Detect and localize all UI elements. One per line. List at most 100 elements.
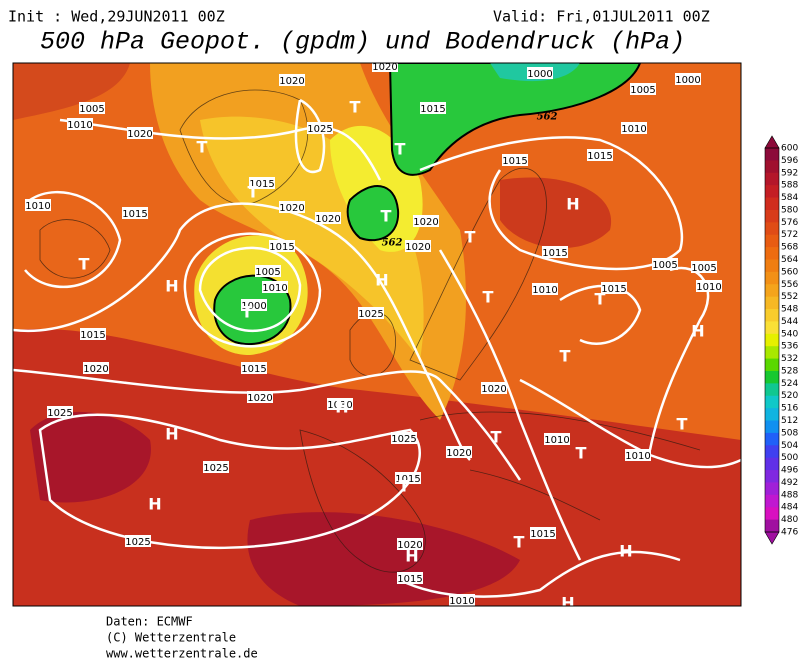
isobar-label: 1025 [47, 408, 72, 419]
isobar-label: 1010 [621, 124, 646, 135]
pressure-center: T [197, 138, 208, 157]
pressure-center: H [375, 271, 388, 290]
color-scale-segment [765, 185, 779, 199]
color-scale-label: 480 [781, 515, 798, 525]
isobar-label: 1020 [127, 129, 152, 140]
color-scale-label: 484 [781, 503, 798, 513]
pressure-center: H [165, 277, 178, 296]
pressure-center: H [619, 542, 632, 561]
isobar-label: 1015 [122, 209, 147, 220]
pressure-center: H [566, 195, 579, 214]
color-scale-label: 564 [781, 255, 798, 265]
color-scale-segment [765, 408, 779, 422]
isobar-label-box [125, 535, 151, 547]
isobar-label-box [279, 74, 305, 86]
color-scale-arrow [764, 531, 780, 545]
color-scale-segment [765, 321, 779, 335]
pressure-center: H [165, 425, 178, 444]
isobar-label: 1025 [307, 124, 332, 135]
color-scale-segment [765, 370, 779, 384]
color-scale-frame [764, 147, 780, 533]
isobar-label-box [241, 362, 267, 374]
isobar-label: 1015 [395, 474, 420, 485]
isobar-label-box [358, 307, 384, 319]
map-title: 500 hPa Geopot. (gpdm) und Bodendruck (h… [40, 28, 685, 57]
color-scale-segment [765, 296, 779, 310]
isobar-label: 1000 [241, 301, 266, 312]
color-scale-label: 520 [781, 391, 798, 401]
pressure-center: T [79, 255, 90, 274]
field-region [30, 411, 151, 503]
isobar-label: 1005 [691, 263, 716, 274]
isobar-label: 1010 [696, 282, 721, 293]
isobar-label: 1015 [269, 242, 294, 253]
isobar-label-box [269, 240, 295, 252]
isobar-label-box [327, 398, 353, 410]
isobar-label: 1020 [405, 242, 430, 253]
isobar-label-box [249, 177, 275, 189]
valid-time: Valid: Fri,01JUL2011 00Z [493, 8, 710, 26]
field-region [500, 177, 612, 249]
pressure-center: T [465, 228, 476, 247]
color-scale-segment [765, 482, 779, 496]
isobar-label: 1020 [372, 62, 397, 73]
color-scale-label: 488 [781, 490, 798, 500]
isobar-label-box [83, 362, 109, 374]
color-scale-label: 508 [781, 428, 798, 438]
color-scale-label: 492 [781, 478, 798, 488]
isobar-label-box [449, 594, 475, 606]
isobar-label: 1005 [652, 260, 677, 271]
color-scale-segment [765, 172, 779, 186]
isobar-label: 1005 [630, 85, 655, 96]
color-scale-label: 516 [781, 404, 798, 414]
isobar-label: 1015 [397, 574, 422, 585]
isobar-label: 1015 [502, 156, 527, 167]
isobar-label-box [79, 102, 105, 114]
isobar-label: 1020 [247, 393, 272, 404]
color-scale-label: 504 [781, 441, 798, 451]
isobar-label-box [307, 122, 333, 134]
color-scale-segment [765, 346, 779, 360]
color-scale-segment [765, 432, 779, 446]
map-frame [12, 62, 742, 607]
isobar-label: 1015 [587, 151, 612, 162]
isobar-label: 1020 [413, 217, 438, 228]
isobar-label-box [544, 433, 570, 445]
isobar-label: 1015 [249, 179, 274, 190]
isobar-label-box [25, 199, 51, 211]
isobar-label-box [395, 472, 421, 484]
color-scale-label: 524 [781, 379, 798, 389]
init-time: Init : Wed,29JUN2011 00Z [8, 8, 225, 26]
isobar-label: 1015 [420, 104, 445, 115]
isobar-label-box [241, 299, 267, 311]
color-scale-label: 588 [781, 181, 798, 191]
isobar-label: 1010 [544, 435, 569, 446]
isobar-label: 1010 [67, 120, 92, 131]
isobar-lines [13, 98, 741, 598]
isobar-label: 1015 [601, 284, 626, 295]
color-scale-label: 552 [781, 292, 798, 302]
color-scale-segment [765, 519, 779, 533]
pressure-center: H [405, 547, 418, 566]
isobar-label: 1025 [391, 434, 416, 445]
color-scale-segment [765, 284, 779, 298]
color-scale-label: 536 [781, 342, 798, 352]
isobar-label-box [587, 149, 613, 161]
isobar-label-box [405, 240, 431, 252]
color-scale-segment [765, 309, 779, 322]
data-source: Daten: ECMWF [106, 615, 193, 629]
color-scale-segment [765, 445, 779, 459]
color-scale-label: 592 [781, 168, 798, 178]
color-scale-segment [765, 259, 779, 273]
isobar-label-box [122, 207, 148, 219]
color-scale-label: 556 [781, 280, 798, 290]
color-scale-label: 540 [781, 329, 798, 339]
color-scale-label: 568 [781, 243, 798, 253]
pressure-center: T [560, 347, 571, 366]
isobar-label: 1020 [397, 540, 422, 551]
color-scale-label: 528 [781, 366, 798, 376]
isobar-label-box [67, 118, 93, 130]
color-scale: 600 596 592 588 584 580 576 572 568 564 560 556 552 5… [764, 135, 798, 545]
isobar-label-box [247, 391, 273, 403]
pressure-center: T [248, 183, 259, 202]
